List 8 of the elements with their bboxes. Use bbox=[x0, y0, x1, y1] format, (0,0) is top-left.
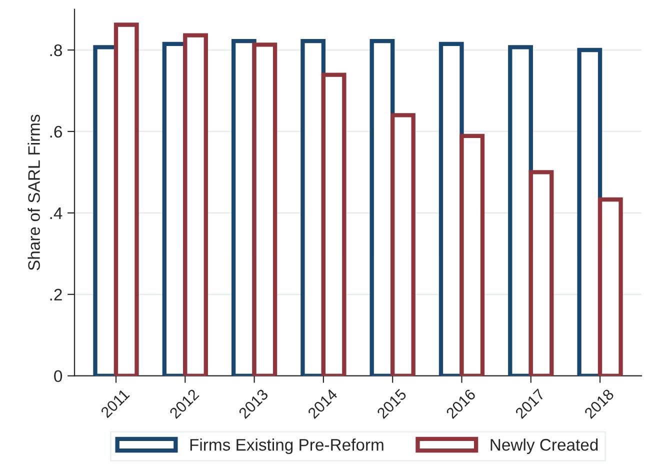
y-tick-label: .6 bbox=[50, 126, 62, 138]
y-tick-label: .8 bbox=[50, 44, 62, 56]
y-axis-title: Share of SARL Firms bbox=[28, 114, 40, 270]
y-tick-label: 0 bbox=[54, 370, 62, 382]
legend-label: Newly Created bbox=[490, 438, 598, 454]
y-tick-label: .4 bbox=[50, 207, 62, 219]
legend-label: Firms Existing Pre-Reform bbox=[190, 438, 384, 454]
y-tick-label: .2 bbox=[50, 288, 62, 300]
